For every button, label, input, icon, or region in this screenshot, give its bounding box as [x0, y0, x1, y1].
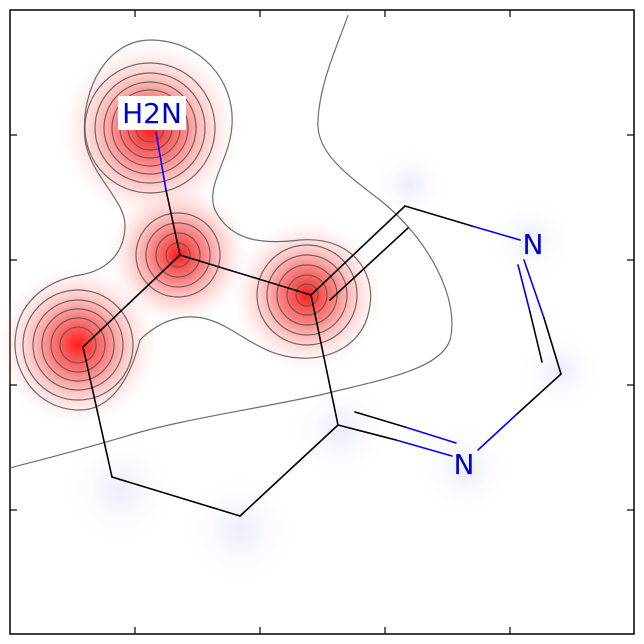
bond-n-c5-black [337, 424, 397, 441]
bonds [82, 131, 562, 517]
bond-amine-lower [165, 189, 181, 256]
bond-n-c8-inner-blue [517, 264, 531, 313]
bond-c8-n-black [516, 373, 562, 415]
pyrimidine-n-upper-label: N [523, 228, 544, 261]
axis-ticks [10, 10, 634, 634]
bond-c3-c4 [111, 476, 241, 517]
bond-c4-c5 [239, 424, 339, 517]
bond-c7-n-black [404, 205, 473, 227]
bond-n-c8-black [543, 317, 562, 375]
bond-c1-c2 [82, 254, 181, 348]
amine-label: H2N [122, 97, 182, 130]
bond-c7-n-blue [471, 225, 521, 241]
bond-n-c5-inner-black [354, 411, 406, 428]
bond-n-c5-inner-blue [404, 426, 457, 444]
bond-n-c8-blue [523, 259, 545, 319]
atom-labels: H2N N N [118, 96, 543, 481]
bond-n-c5-blue [395, 439, 453, 457]
bond-c8-n-blue [477, 413, 518, 451]
bond-c6-c7-double [329, 227, 409, 301]
bond-c5-c6 [310, 294, 339, 426]
bond-n-c8-inner-black [529, 311, 543, 363]
amine-label-bg [118, 96, 186, 130]
pyrimidine-n-lower-label: N [454, 448, 475, 481]
bond-c6-c7 [310, 205, 406, 296]
bond-c2-c3 [82, 346, 113, 478]
bond-amine-upper [155, 131, 167, 191]
bond-c1-c6 [179, 254, 312, 296]
